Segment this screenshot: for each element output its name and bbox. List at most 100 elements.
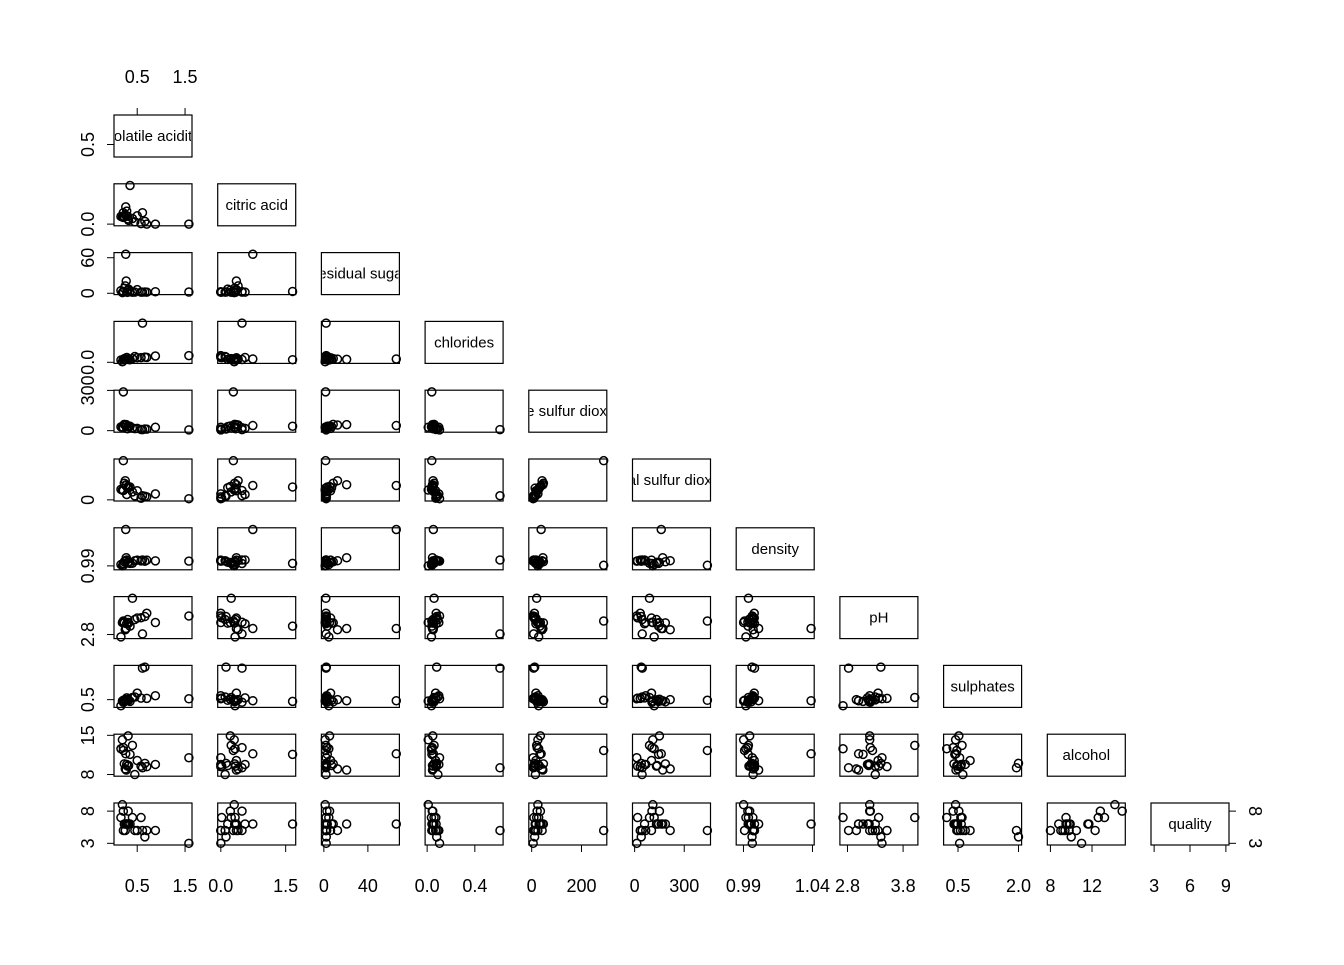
point <box>863 760 874 771</box>
point <box>123 731 133 741</box>
x-tick-label: 0.5 <box>945 876 970 896</box>
point <box>426 632 437 642</box>
scatter-panel <box>838 662 920 711</box>
point <box>116 812 126 823</box>
point <box>123 481 133 492</box>
point <box>230 422 240 432</box>
point <box>941 744 952 754</box>
scatter-panel <box>216 593 298 642</box>
point <box>528 838 538 849</box>
y-tick-label: 0 <box>78 426 98 436</box>
point <box>237 763 247 773</box>
point <box>1062 819 1072 829</box>
point <box>324 806 335 816</box>
point <box>184 838 194 849</box>
point <box>220 423 230 434</box>
variable-label: sulphates <box>950 678 1014 695</box>
point <box>127 593 138 604</box>
point <box>127 353 138 364</box>
point <box>748 769 758 780</box>
point <box>391 623 402 634</box>
point <box>320 455 331 466</box>
scatter-panel <box>631 524 713 571</box>
point <box>426 812 437 823</box>
point <box>150 489 161 499</box>
point <box>748 764 758 774</box>
point <box>654 557 665 568</box>
point <box>535 694 546 704</box>
point <box>747 758 757 769</box>
point <box>341 765 352 775</box>
point <box>867 825 878 836</box>
point <box>248 695 258 706</box>
point <box>656 749 666 759</box>
point <box>127 558 138 568</box>
point <box>137 763 148 773</box>
point <box>654 806 665 816</box>
panel-frame <box>320 320 400 364</box>
point <box>321 825 331 836</box>
scatter-panel <box>631 662 713 711</box>
panel-frame <box>942 802 1023 846</box>
point <box>744 694 755 704</box>
point <box>427 557 438 568</box>
point <box>495 825 505 836</box>
point <box>532 806 542 816</box>
point <box>120 249 131 260</box>
scatter-panel <box>320 318 402 367</box>
point <box>118 455 129 466</box>
point <box>123 617 133 628</box>
point <box>427 481 438 492</box>
variable-label: alcohol <box>1063 747 1111 764</box>
point <box>233 825 243 836</box>
point <box>287 354 298 365</box>
point <box>649 744 659 754</box>
point <box>140 424 150 434</box>
point <box>632 556 642 566</box>
point <box>910 740 920 751</box>
panel-frame <box>735 664 815 709</box>
point <box>220 769 230 780</box>
point <box>225 731 236 741</box>
point <box>632 812 643 823</box>
point <box>864 694 875 704</box>
panel-frame <box>424 664 504 709</box>
point <box>184 219 194 229</box>
scatter-panel <box>113 180 194 229</box>
point <box>1095 806 1106 816</box>
point <box>648 617 658 628</box>
point <box>216 425 226 435</box>
point <box>248 354 258 364</box>
scatter-panel <box>113 593 194 642</box>
point <box>649 632 659 642</box>
point <box>851 764 862 774</box>
x-tick-label: 0.5 <box>125 67 150 87</box>
point <box>954 806 964 816</box>
scatter-panel <box>423 455 505 504</box>
y-tick-label: 60 <box>78 248 98 268</box>
point <box>320 387 331 397</box>
panel-frame <box>528 664 608 709</box>
point <box>1084 819 1094 829</box>
point <box>136 812 146 823</box>
point <box>184 350 194 361</box>
point <box>116 285 126 296</box>
diagonal-panel: sulphates <box>942 664 1023 709</box>
variable-label: pH <box>869 610 888 627</box>
point <box>226 812 236 823</box>
point <box>324 632 334 642</box>
point <box>738 696 749 706</box>
point <box>341 552 352 563</box>
point <box>229 617 239 628</box>
point <box>741 632 751 642</box>
point <box>140 287 150 297</box>
point <box>538 759 549 769</box>
point <box>150 825 161 836</box>
point <box>952 745 962 756</box>
point <box>150 286 161 297</box>
point <box>248 749 258 759</box>
scatter-panel <box>631 593 713 642</box>
panel-frame <box>735 802 815 846</box>
point <box>184 287 194 297</box>
panel-frame <box>217 389 297 433</box>
